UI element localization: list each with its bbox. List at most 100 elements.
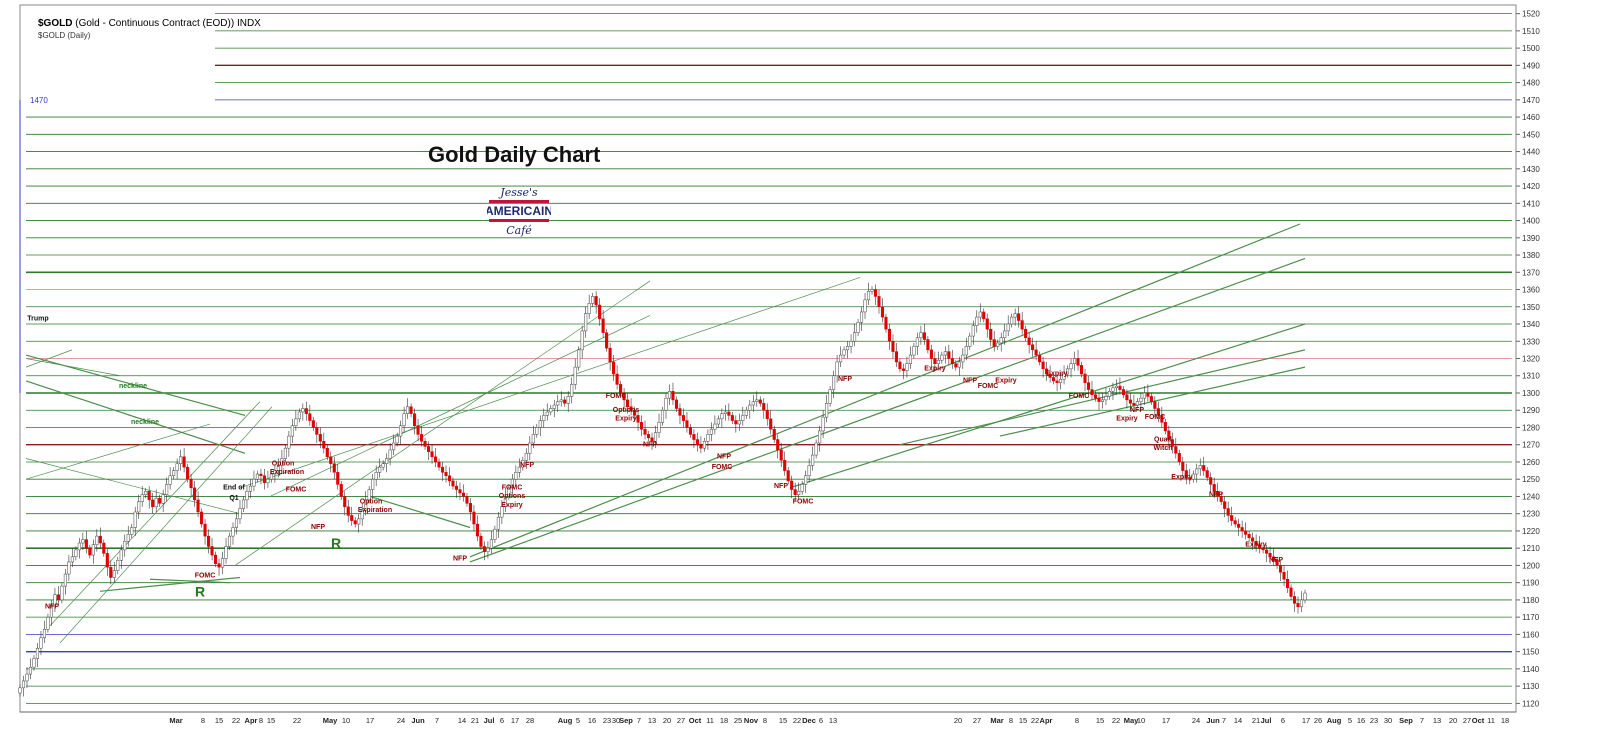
candle-down: [1132, 403, 1136, 406]
candle-down: [1237, 523, 1241, 528]
candle-up: [399, 425, 403, 437]
x-tick-label: 16: [1357, 716, 1365, 725]
candle-up: [556, 401, 560, 406]
y-tick-label: 1350: [1522, 303, 1540, 312]
candle-up: [144, 491, 148, 495]
candle-up: [653, 432, 658, 442]
annotation-label: Q1: [229, 495, 238, 502]
y-tick-label: 1400: [1522, 217, 1540, 226]
candle-up: [67, 561, 71, 575]
annotation-label: Options: [613, 407, 640, 414]
y-tick-label: 1280: [1522, 423, 1540, 432]
candle-down: [629, 406, 633, 411]
candle-down: [56, 594, 60, 601]
x-tick-label: 28: [526, 716, 534, 725]
y-tick-label: 1150: [1522, 648, 1540, 657]
candle-down: [699, 444, 703, 449]
y-tick-label: 1370: [1522, 268, 1540, 277]
candle-down: [440, 466, 445, 473]
candle-down: [1083, 373, 1087, 383]
y-tick-label: 1340: [1522, 320, 1540, 329]
candle-up: [915, 337, 919, 347]
candle-up: [385, 458, 389, 464]
candle-down: [343, 496, 347, 508]
annotation-label: Witch: [1154, 445, 1173, 452]
candle-up: [126, 534, 130, 542]
candle-up: [165, 484, 169, 495]
candle-down: [444, 472, 448, 477]
candle-up: [266, 478, 270, 483]
candle-up: [538, 420, 542, 428]
candle-up: [81, 539, 85, 544]
candle-up: [395, 435, 399, 444]
candle-up: [503, 496, 507, 508]
candle-down: [681, 415, 686, 421]
x-tick-label: 17: [1162, 716, 1170, 725]
candle-down: [325, 447, 329, 458]
candle-down: [880, 306, 885, 318]
x-tick-label: Aug: [558, 716, 573, 725]
x-tick-label: 15: [267, 716, 275, 725]
candle-up: [978, 311, 982, 318]
candle-down: [1216, 491, 1220, 497]
x-tick-label: Sep: [619, 716, 633, 725]
candle-down: [105, 553, 109, 568]
candle-up: [42, 628, 46, 639]
candle-down: [1205, 470, 1209, 478]
annotation-label: Option: [272, 460, 295, 467]
candle-up: [294, 418, 298, 427]
candle-down: [601, 318, 605, 333]
candle-down: [891, 341, 895, 352]
candle-up: [709, 428, 713, 435]
x-tick-label: 25: [734, 716, 742, 725]
candle-down: [1292, 596, 1297, 604]
x-tick-label: 8: [259, 716, 263, 725]
x-tick-label: 27: [677, 716, 685, 725]
candle-up: [39, 637, 43, 649]
candle-up: [1135, 401, 1139, 406]
y-tick-label: 1240: [1522, 492, 1540, 501]
candle-up: [741, 415, 745, 421]
annotation-label: FOMC: [1145, 414, 1166, 421]
annotation-label: NFP: [311, 524, 325, 531]
candle-up: [91, 544, 95, 556]
logo-line2: AMERICAIN: [487, 204, 551, 218]
x-tick-label: Aug: [1327, 716, 1342, 725]
candle-up: [231, 527, 235, 537]
candle-down: [186, 466, 190, 480]
candle-up: [154, 497, 158, 508]
candle-down: [786, 470, 790, 482]
candle-up: [252, 478, 256, 487]
candle-up: [60, 585, 64, 601]
x-tick-label: 26: [1314, 716, 1322, 725]
candle-down: [1048, 373, 1052, 378]
candle-up: [943, 351, 947, 356]
candle-down: [1121, 389, 1125, 395]
annotation-label: NFP: [643, 441, 657, 448]
y-tick-label: 1330: [1522, 337, 1540, 346]
annotation-label: Expiry: [995, 378, 1017, 385]
candle-up: [825, 403, 829, 418]
candle-down: [1181, 461, 1185, 471]
candle-up: [856, 322, 860, 333]
candle-up: [1100, 399, 1105, 402]
candle-down: [594, 296, 598, 306]
candle-up: [528, 442, 532, 454]
candle-down: [1128, 399, 1132, 404]
annotation-label: Expiry: [1046, 371, 1068, 378]
x-tick-label: May: [323, 716, 338, 725]
annotation-label: Expiration: [270, 469, 304, 476]
x-tick-label: 7: [1420, 716, 1424, 725]
candle-down: [1079, 365, 1084, 375]
candle-down: [1090, 389, 1094, 395]
candle-down: [790, 480, 794, 490]
candle-down: [311, 420, 315, 428]
candle-up: [514, 472, 518, 480]
candle-down: [308, 413, 312, 421]
candle-down: [346, 506, 350, 516]
candle-up: [664, 397, 668, 411]
candle-down: [1149, 396, 1153, 402]
trend-line: [469, 223, 1301, 558]
candle-up: [863, 299, 867, 313]
x-tick-label: 20: [954, 716, 962, 725]
